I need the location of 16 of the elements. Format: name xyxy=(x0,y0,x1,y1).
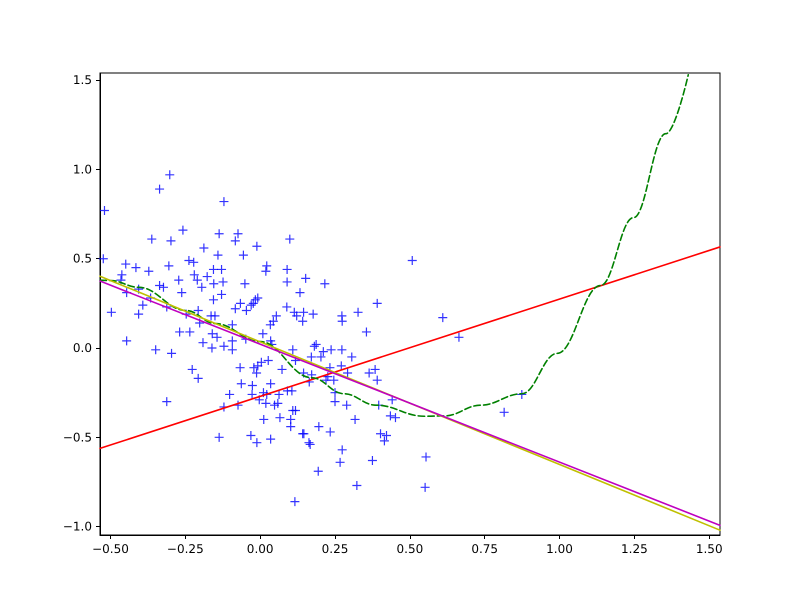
x-tick-label: 0.25 xyxy=(322,542,348,556)
y-tick-label: 0.0 xyxy=(72,341,92,356)
y-tick-label: −1.0 xyxy=(62,520,92,534)
y-tick-label: 0.5 xyxy=(72,252,92,266)
y-tick-label: 1.0 xyxy=(72,162,92,176)
x-tick-label: −0.50 xyxy=(92,542,129,556)
x-tick-label: 0.75 xyxy=(471,542,498,556)
line-series xyxy=(99,74,690,418)
y-tick-label: 1.5 xyxy=(72,73,92,88)
x-tick-label: 1.25 xyxy=(621,542,648,556)
x-tick-label: −0.25 xyxy=(166,542,204,556)
x-tick-label: 1.50 xyxy=(696,542,723,556)
x-tick-label: 1.00 xyxy=(546,542,573,556)
x-tick-label: 0.50 xyxy=(396,542,424,556)
y-tick-label: −0.5 xyxy=(62,430,92,444)
x-tick-label: 0.00 xyxy=(246,542,274,556)
